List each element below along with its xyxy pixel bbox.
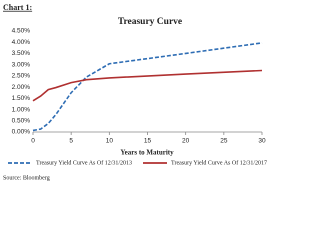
x-tick-label: 20 <box>182 138 190 145</box>
y-tick-label: 4.00% <box>12 39 31 46</box>
x-axis-label: Years to Maturity <box>120 149 174 157</box>
y-tick-label: 2.50% <box>12 73 31 80</box>
y-tick-label: 1.50% <box>12 95 31 102</box>
x-tick-label: 10 <box>106 138 114 145</box>
y-tick-label: 0.50% <box>12 117 31 124</box>
x-tick-label: 5 <box>69 138 73 145</box>
y-tick-label: 0.00% <box>12 129 31 136</box>
x-tick-label: 15 <box>144 138 152 145</box>
chart-label: Chart 1: <box>3 3 32 12</box>
series-line <box>32 69 263 102</box>
y-tick-label: 1.00% <box>12 106 31 113</box>
chart-title: Treasury Curve <box>118 17 182 27</box>
x-tick-label: 0 <box>31 138 35 145</box>
series-line <box>32 42 263 132</box>
y-tick-label: 4.50% <box>12 28 31 35</box>
x-tick-label: 25 <box>220 138 228 145</box>
y-tick-label: 2.00% <box>12 84 31 91</box>
y-tick-label: 3.00% <box>12 61 31 68</box>
chart: Chart 1: Treasury Curve Years to Maturit… <box>3 3 267 182</box>
source: Source: Bloomberg <box>3 175 50 181</box>
legend-label: Treasury Yield Curve As Of 12/31/2017 <box>171 159 267 166</box>
x-tick-label: 30 <box>258 138 266 145</box>
legend-label: Treasury Yield Curve As Of 12/31/2013 <box>36 159 132 166</box>
y-tick-label: 3.50% <box>12 50 31 57</box>
